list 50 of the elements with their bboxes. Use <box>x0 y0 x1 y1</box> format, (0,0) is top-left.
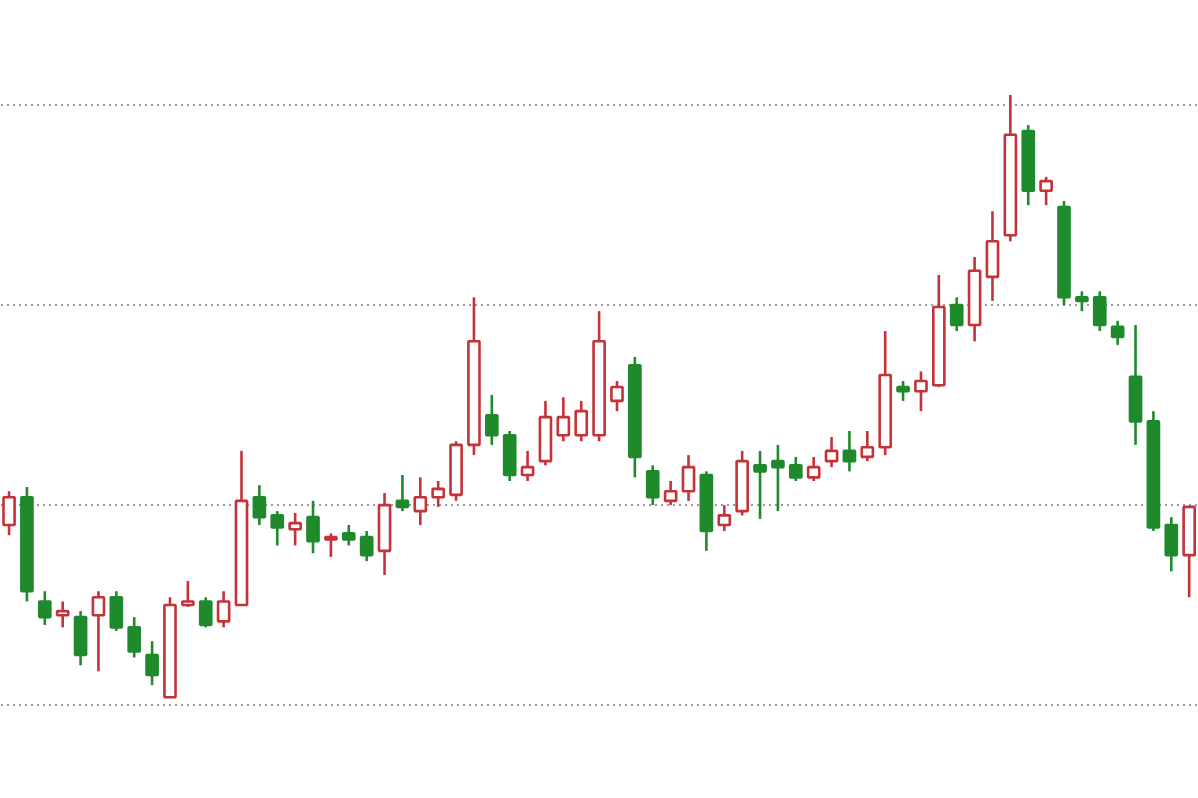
candlestick <box>1110 319 1125 347</box>
candlestick <box>681 453 696 503</box>
candlestick <box>55 600 70 629</box>
candlestick <box>288 511 302 547</box>
candlestick <box>574 399 589 443</box>
candlestick <box>645 464 660 507</box>
candlestick <box>985 209 1000 303</box>
candlestick <box>502 429 517 483</box>
candlestick <box>1164 515 1179 573</box>
candlestick <box>914 370 928 413</box>
candlestick <box>1128 323 1143 447</box>
candlestick <box>949 296 964 333</box>
candlestick <box>520 449 535 483</box>
candlestick <box>484 393 499 447</box>
candlestick <box>556 395 571 443</box>
candlestick <box>538 399 553 467</box>
candlestick <box>788 455 803 483</box>
candlestick <box>842 429 857 473</box>
candlestick <box>610 379 624 413</box>
candlestick <box>216 589 231 629</box>
candlestick <box>771 443 785 513</box>
candlestick <box>896 379 910 403</box>
candlestick <box>341 523 356 547</box>
candlestick <box>395 473 410 513</box>
candlestick <box>145 639 159 687</box>
candlestick <box>127 615 142 659</box>
candlestick <box>431 479 446 509</box>
candlestick <box>37 589 52 627</box>
candlestick <box>181 579 195 609</box>
candlestick <box>1039 175 1053 207</box>
candlestick <box>806 455 821 483</box>
candlestick <box>252 483 267 527</box>
candlestick <box>306 499 320 555</box>
candlestick <box>824 435 839 469</box>
candlestick <box>753 449 767 521</box>
candlestick <box>860 429 875 463</box>
candlestick <box>198 595 213 629</box>
candlestick <box>91 589 106 673</box>
candlestick <box>663 479 678 507</box>
candlestick <box>359 529 374 563</box>
candlestick <box>1075 289 1089 313</box>
candlestick <box>109 589 124 633</box>
candlestick <box>73 609 88 667</box>
candlestick <box>413 476 428 527</box>
candlestick <box>377 491 392 577</box>
candlestick <box>270 509 285 547</box>
candlestick <box>324 532 338 559</box>
candlestick <box>2 489 16 537</box>
candlestick <box>1092 289 1107 333</box>
candlestick <box>717 503 732 533</box>
